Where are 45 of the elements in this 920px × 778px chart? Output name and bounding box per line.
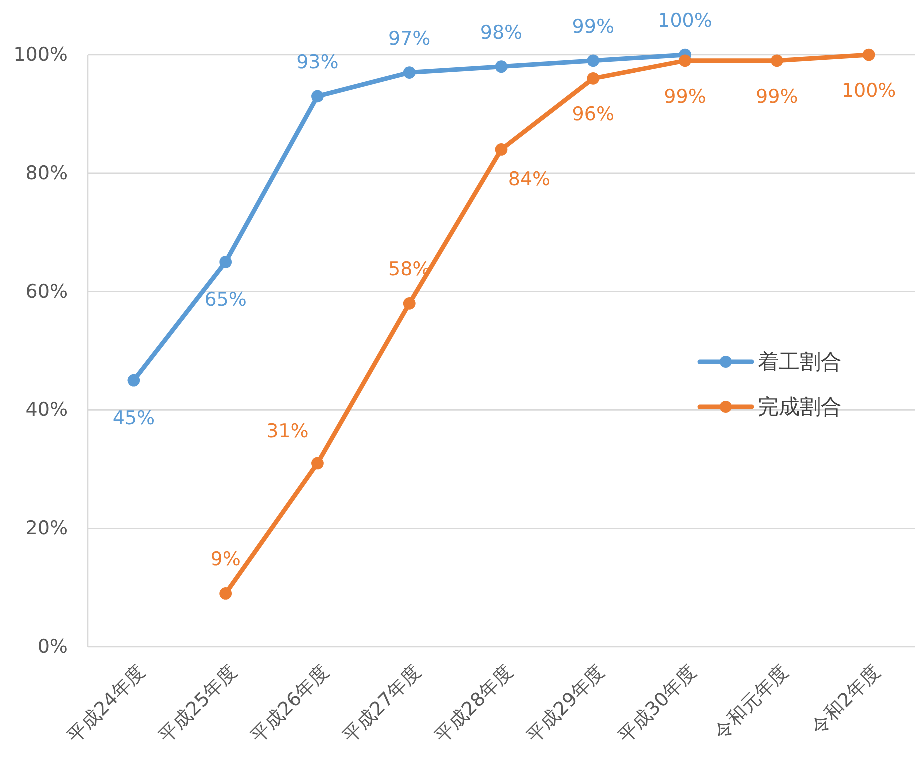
point — [220, 588, 232, 600]
legend-label: 着工割合 — [758, 350, 842, 374]
legend-label: 完成割合 — [758, 395, 842, 419]
y-tick-label: 20% — [26, 518, 68, 540]
data-label: 98% — [480, 22, 523, 44]
y-tick-label: 60% — [26, 280, 68, 303]
x-tick-label: 平成30年度 — [614, 661, 702, 748]
data-label: 99% — [664, 86, 706, 108]
point — [403, 297, 416, 310]
x-tick-label: 平成24年度 — [63, 661, 150, 748]
point — [495, 60, 508, 74]
data-label: 31% — [266, 420, 309, 442]
point — [312, 457, 324, 470]
data-label: 96% — [572, 104, 615, 126]
data-label: 9% — [210, 548, 241, 571]
point — [495, 144, 508, 156]
x-tick-label: 平成26年度 — [247, 661, 334, 748]
data-label: 45% — [112, 408, 156, 430]
data-label: 100% — [842, 80, 896, 102]
y-tick-label: 100% — [14, 44, 68, 66]
point — [587, 54, 600, 68]
point — [862, 48, 876, 62]
data-label: 65% — [204, 289, 247, 312]
data-label: 99% — [756, 86, 798, 108]
point — [312, 90, 324, 103]
data-label: 100% — [658, 10, 712, 32]
point — [403, 66, 416, 79]
x-tick-label: 平成27年度 — [338, 661, 426, 748]
x-tick-label: 令和元年度 — [710, 661, 793, 744]
data-label: 99% — [572, 16, 615, 38]
data-label: 93% — [296, 51, 339, 74]
y-tick-label: 80% — [26, 162, 68, 184]
data-label: 84% — [508, 168, 551, 191]
point — [128, 374, 140, 387]
x-tick-label: 平成29年度 — [522, 661, 610, 748]
x-tick-label: 平成25年度 — [155, 661, 242, 748]
point — [770, 54, 784, 68]
data-label: 97% — [388, 28, 431, 50]
point — [220, 256, 232, 268]
x-tick-label: 平成28年度 — [430, 661, 518, 748]
y-tick-label: 0% — [38, 636, 68, 658]
point — [679, 54, 692, 68]
y-tick-label: 40% — [26, 399, 68, 422]
x-tick-label: 令和2年度 — [806, 661, 885, 740]
point — [587, 72, 600, 85]
